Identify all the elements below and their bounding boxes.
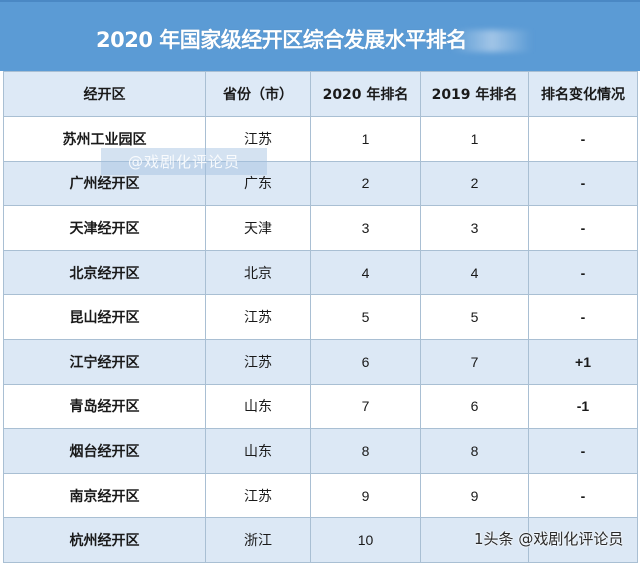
rank-change: [528, 517, 638, 563]
header-row: 经开区 省份（市） 2020 年排名 2019 年排名 排名变化情况: [3, 71, 638, 117]
rank-change: -: [528, 249, 638, 296]
table-row: 青岛经开区 山东 7 6 -1: [3, 383, 638, 430]
watermark-center: @戏剧化评论员: [101, 148, 267, 175]
rank-2020: 1: [310, 116, 421, 162]
col-header-province: 省份（市）: [205, 71, 311, 117]
zone-name: 北京经开区: [3, 249, 206, 296]
col-header-rank-change: 排名变化情况: [528, 71, 638, 117]
page-title: 2020 年国家级经开区综合发展水平排名: [96, 28, 467, 52]
table-row: 北京经开区 北京 4 4 -: [3, 249, 638, 296]
col-header-rank-2019: 2019 年排名: [420, 71, 529, 117]
rank-2020: 4: [310, 249, 421, 296]
province: 天津: [205, 205, 311, 251]
rank-2020: 3: [310, 205, 421, 251]
col-header-zone: 经开区: [3, 71, 206, 117]
table-row: 杭州经开区 浙江 10 1: [3, 517, 638, 563]
table-row: 天津经开区 天津 3 3 -: [3, 205, 638, 251]
province: 浙江: [205, 517, 311, 563]
rank-2019: 8: [420, 428, 529, 474]
rank-change: -: [528, 472, 638, 519]
rank-change-down: -1: [528, 383, 638, 430]
rank-2019: 3: [420, 205, 529, 251]
province: 北京: [205, 249, 311, 296]
table-row: 广州经开区 广东 2 2 -: [3, 160, 638, 207]
rank-change: -: [528, 294, 638, 340]
zone-name: 江宁经开区: [3, 338, 206, 385]
table-row: 江宁经开区 江苏 6 7 +1: [3, 338, 638, 385]
ranking-table: 经开区 省份（市） 2020 年排名 2019 年排名 排名变化情况 苏州工业园…: [3, 71, 638, 563]
rank-2020: 5: [310, 294, 421, 340]
watermark-corner: 1头条 @戏剧化评论员: [474, 528, 623, 549]
rank-2019-partial: 1: [474, 530, 484, 548]
zone-name: 苏州工业园区: [3, 116, 206, 162]
zone-name: 昆山经开区: [3, 294, 206, 340]
rank-2020: 10: [310, 517, 421, 563]
rank-change: -: [528, 205, 638, 251]
rank-2019: 6: [420, 383, 529, 430]
rank-change-up: +1: [528, 338, 638, 385]
province: 山东: [205, 383, 311, 430]
rank-2019: 9: [420, 472, 529, 519]
col-header-rank-2020: 2020 年排名: [310, 71, 421, 117]
table-row: 昆山经开区 江苏 5 5 -: [3, 294, 638, 340]
watermark-corner-text: 头条 @戏剧化评论员: [483, 530, 624, 548]
rank-2020: 8: [310, 428, 421, 474]
rank-2020: 7: [310, 383, 421, 430]
title-bar: 2020 年国家级经开区综合发展水平排名: [0, 0, 640, 71]
province: 江苏: [205, 338, 311, 385]
table-row: 苏州工业园区 江苏 1 1 -: [3, 116, 638, 162]
zone-name: 天津经开区: [3, 205, 206, 251]
zone-name: 青岛经开区: [3, 383, 206, 430]
province: 江苏: [205, 472, 311, 519]
rank-2019: 4: [420, 249, 529, 296]
rank-change: -: [528, 428, 638, 474]
province: 山东: [205, 428, 311, 474]
rank-2019: 5: [420, 294, 529, 340]
zone-name: 杭州经开区: [3, 517, 206, 563]
rank-2019: 1: [420, 116, 529, 162]
table-row: 烟台经开区 山东 8 8 -: [3, 428, 638, 474]
rank-change: -: [528, 160, 638, 207]
rank-2019: 7: [420, 338, 529, 385]
table-row: 南京经开区 江苏 9 9 -: [3, 472, 638, 519]
rank-2019: 1: [420, 517, 529, 563]
province: 江苏: [205, 294, 311, 340]
blurred-title-suffix: [452, 30, 532, 52]
rank-2020: 9: [310, 472, 421, 519]
rank-change: -: [528, 116, 638, 162]
province: 广东: [205, 160, 311, 207]
rank-2020: 2: [310, 160, 421, 207]
rank-2020: 6: [310, 338, 421, 385]
zone-name: 南京经开区: [3, 472, 206, 519]
rank-2019: 2: [420, 160, 529, 207]
zone-name: 烟台经开区: [3, 428, 206, 474]
